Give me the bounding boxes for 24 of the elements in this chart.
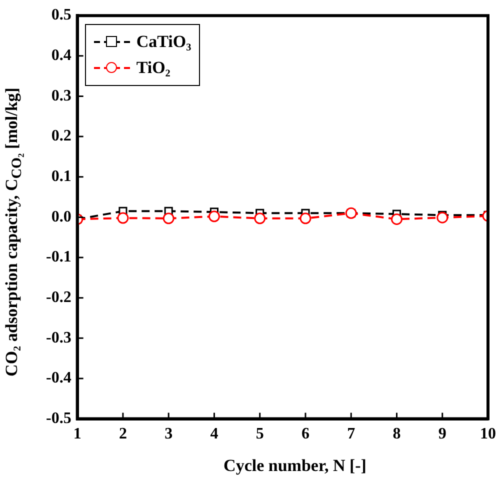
x-tick-label: 4 (210, 426, 218, 443)
y-tick-label: -0.1 (46, 248, 72, 266)
y-tick-label: 0.5 (51, 6, 72, 24)
y-tick-label: -0.4 (46, 370, 72, 387)
x-tick-label: 1 (73, 426, 82, 443)
x-tick-label: 8 (392, 426, 401, 443)
y-tick-label: 0.3 (51, 87, 72, 104)
legend-label: CaTiO₃ (136, 32, 192, 52)
y-tick-label: 0.1 (51, 168, 72, 186)
x-tick-label: 9 (438, 426, 446, 443)
y-tick-label: 0.2 (51, 128, 72, 145)
y-tick-label: 0.4 (51, 47, 72, 64)
x-tick-label: 6 (301, 426, 310, 443)
y-tick-label: 0.0 (51, 208, 72, 226)
y-tick-label: -0.2 (46, 288, 72, 306)
x-tick-label: 2 (118, 426, 127, 443)
legend-label: TiO₂ (136, 58, 170, 78)
x-tick-label: 5 (256, 426, 264, 443)
x-tick-label: 3 (164, 426, 173, 443)
y-tick-label: -0.3 (46, 329, 72, 346)
y-tick-label: -0.5 (46, 410, 72, 427)
x-tick-label: 7 (347, 426, 356, 443)
x-axis-title: Cycle number, N [-] (224, 456, 366, 476)
x-tick-label: 10 (480, 426, 496, 443)
